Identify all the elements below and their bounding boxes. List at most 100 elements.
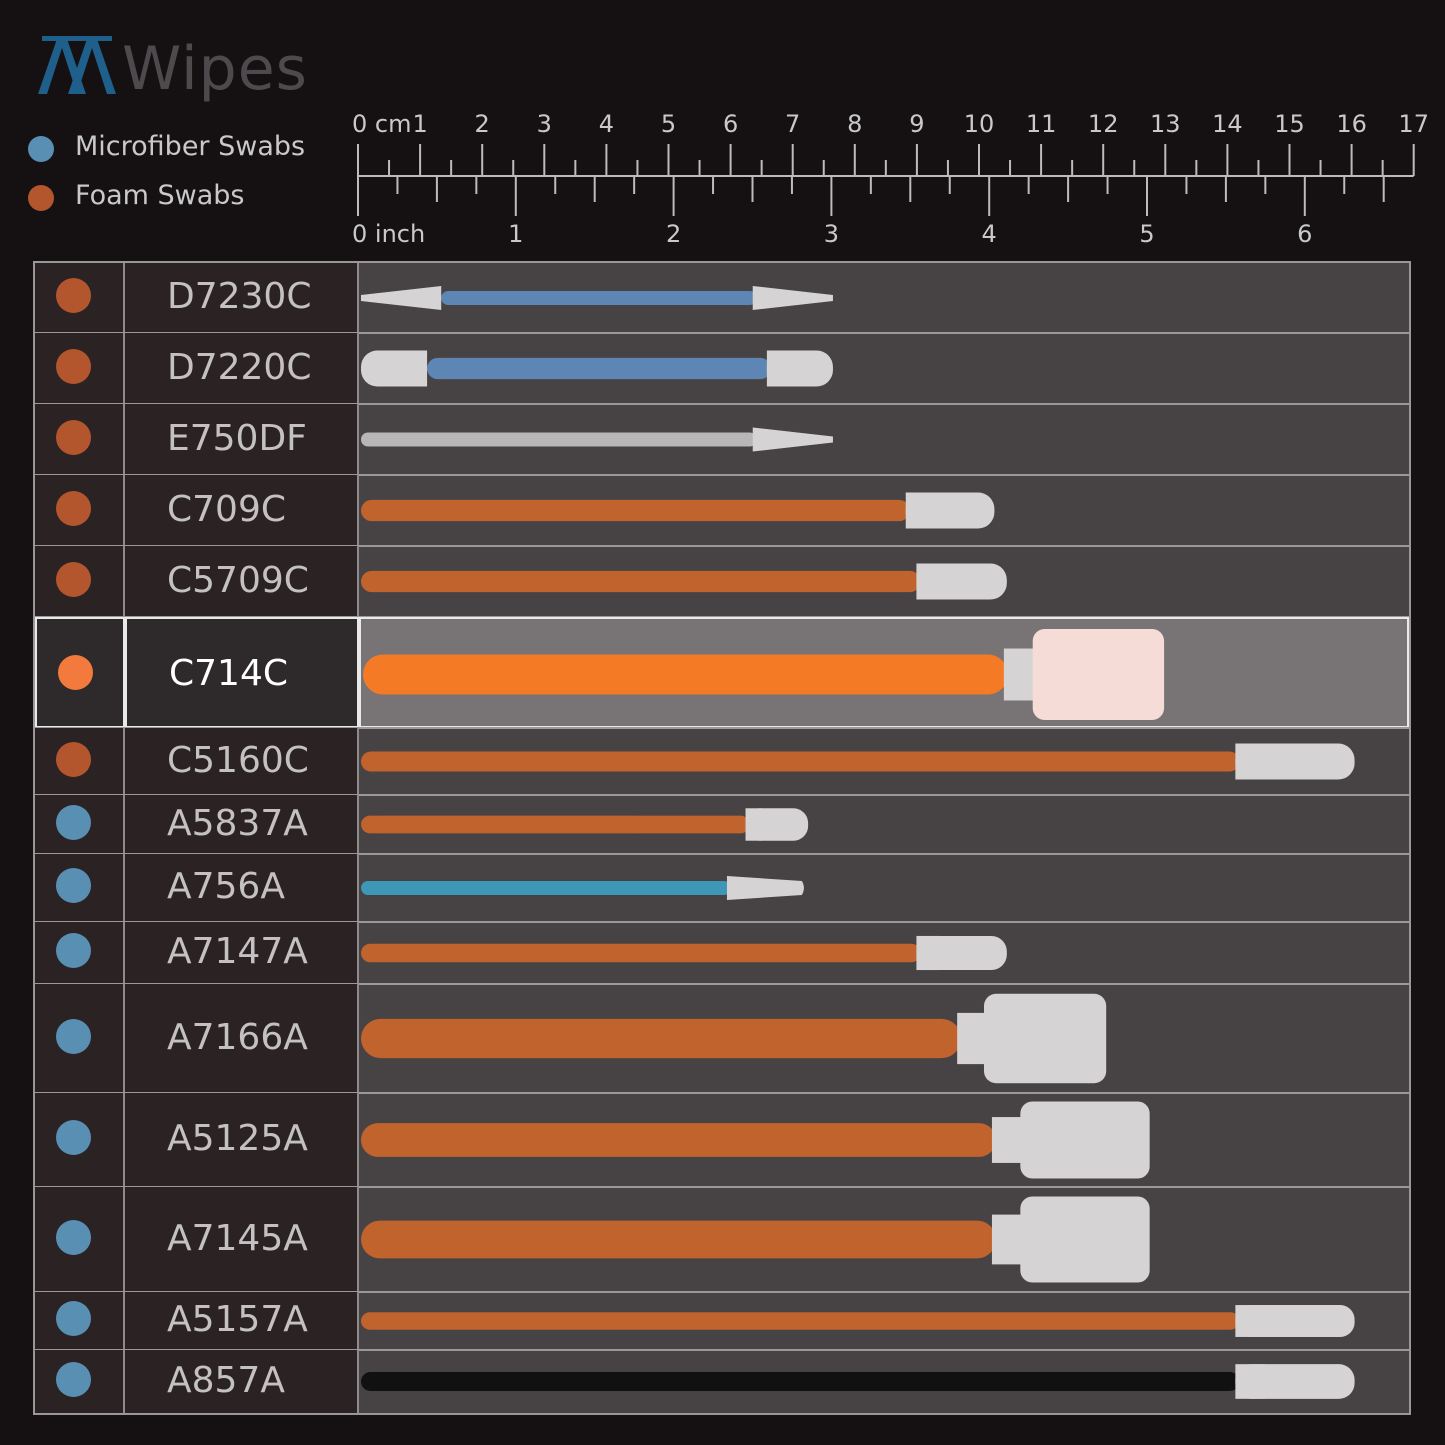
- swab-cell: [359, 795, 1409, 854]
- swab-d7220c-illustration: [361, 350, 833, 387]
- swab-table: D7230C D7220C E750DF C709C C5709C C714C C5160C…: [33, 261, 1411, 1415]
- swab-row-a5125a: A5125A: [35, 1093, 1409, 1187]
- swab-cell: [359, 1350, 1409, 1413]
- code-cell: A5837A: [125, 795, 359, 854]
- swab-handle: [361, 1372, 1240, 1391]
- ruler-cm-label: 9: [909, 110, 924, 138]
- swab-cell: [359, 984, 1409, 1093]
- swab-row-a5157a: A5157A: [35, 1292, 1409, 1350]
- row-divider: [35, 1291, 1409, 1293]
- swab-handle: [361, 1220, 996, 1259]
- foam-type-dot: [56, 561, 91, 597]
- legend-foam-dot: [28, 185, 54, 211]
- code-cell: A5157A: [125, 1292, 359, 1350]
- swab-head: [1020, 1196, 1150, 1283]
- swab-a756a-illustration: [361, 876, 804, 900]
- ruler-cm-label: 15: [1274, 110, 1305, 138]
- swab-cell: [359, 404, 1409, 475]
- swab-cell: [359, 1292, 1409, 1350]
- swab-row-c714c: C714C: [35, 617, 1409, 728]
- swab-handle: [361, 881, 731, 895]
- code-cell: E750DF: [125, 404, 359, 475]
- row-divider: [35, 794, 1409, 796]
- ruler-inch-label: 4: [982, 220, 997, 248]
- swab-head-left: [361, 350, 428, 387]
- swab-cell: [359, 854, 1409, 922]
- ruler-cm-label: 2: [475, 110, 490, 138]
- type-cell: [35, 1093, 125, 1187]
- swab-head-base: [745, 808, 762, 841]
- row-divider: [35, 921, 1409, 923]
- ruler-inch-label: 5: [1139, 220, 1154, 248]
- code-cell: A5125A: [125, 1093, 359, 1187]
- microfiber-type-dot: [56, 1301, 91, 1336]
- swab-cell: [359, 922, 1409, 984]
- ruler-cm-label: 12: [1088, 110, 1119, 138]
- ruler-cm-label: 7: [785, 110, 800, 138]
- foam-type-dot: [56, 278, 91, 313]
- swab-code: A7145A: [167, 1217, 308, 1259]
- swab-handle: [361, 1123, 996, 1157]
- swab-code: C5709C: [167, 559, 309, 601]
- swab-code: A5125A: [167, 1118, 308, 1159]
- swab-row-a756a: A756A: [35, 854, 1409, 922]
- type-cell: [35, 922, 125, 984]
- type-cell: [35, 795, 125, 854]
- swab-code: C709C: [167, 488, 286, 530]
- swab-a7145a-illustration: [361, 1196, 1150, 1283]
- swab-code: A756A: [167, 866, 285, 907]
- swab-a857a-illustration: [361, 1364, 1355, 1399]
- code-cell: C5160C: [125, 728, 359, 795]
- ruler-cm-label: 8: [847, 110, 862, 138]
- aa-logo-icon: [38, 36, 116, 94]
- swab-head: [983, 993, 1107, 1084]
- swab-head: [1020, 1101, 1150, 1179]
- brand-name: Wipes: [122, 34, 308, 104]
- code-cell: D7230C: [125, 263, 359, 333]
- swab-head-left-base: [410, 350, 428, 387]
- type-cell: [35, 333, 125, 404]
- swab-handle: [361, 815, 750, 834]
- swab-a5837a-illustration: [361, 808, 809, 841]
- swab-code: A857A: [167, 1359, 285, 1401]
- swab-head-base: [916, 563, 940, 600]
- row-divider: [35, 1186, 1409, 1188]
- legend-microfiber-label: Microfiber Swabs: [75, 131, 306, 162]
- swab-handle: [361, 751, 1240, 772]
- ruler-cm-label: 5: [661, 110, 676, 138]
- foam-type-dot: [56, 419, 91, 455]
- swab-handle: [361, 499, 910, 522]
- swab-row-c5160c: C5160C: [35, 728, 1409, 795]
- type-cell: [35, 546, 125, 617]
- row-divider: [35, 983, 1409, 985]
- swab-head: [766, 350, 833, 387]
- swab-head-base: [766, 350, 784, 387]
- swab-code: A7147A: [167, 931, 308, 972]
- row-divider: [35, 1349, 1409, 1351]
- type-cell: [35, 854, 125, 922]
- swab-code: A7166A: [167, 1016, 308, 1058]
- ruler-cm-label: 17: [1398, 110, 1429, 138]
- microfiber-type-dot: [56, 1120, 91, 1155]
- swab-cell: [359, 728, 1409, 795]
- swab-handle: [361, 570, 921, 593]
- swab-handle: [363, 654, 1008, 695]
- swab-row-c709c: C709C: [35, 475, 1409, 546]
- row-divider: [35, 1092, 1409, 1094]
- foam-type-dot: [56, 490, 91, 526]
- swab-head-base: [1235, 743, 1266, 780]
- ruler-inch-label: 1: [508, 220, 523, 248]
- row-divider: [35, 403, 1409, 405]
- type-cell: [35, 617, 125, 728]
- ruler-cm-label: 14: [1212, 110, 1243, 138]
- ruler-cm-label: 0 cm: [352, 110, 411, 138]
- row-divider: [35, 474, 1409, 476]
- foam-type-dot: [56, 741, 91, 777]
- ruler: 0 cm 1 2 3 4 5 6 7 8 9 10 11 12 13 14 15 16 170 inch 1 2 3 4 5…: [352, 110, 1429, 248]
- foam-type-dot: [58, 654, 93, 690]
- ruler-inch-label: 2: [666, 220, 681, 248]
- swab-row-a7166a: A7166A: [35, 984, 1409, 1093]
- code-cell: A7145A: [125, 1187, 359, 1292]
- code-cell: A7147A: [125, 922, 359, 984]
- swab-row-d7220c: D7220C: [35, 333, 1409, 404]
